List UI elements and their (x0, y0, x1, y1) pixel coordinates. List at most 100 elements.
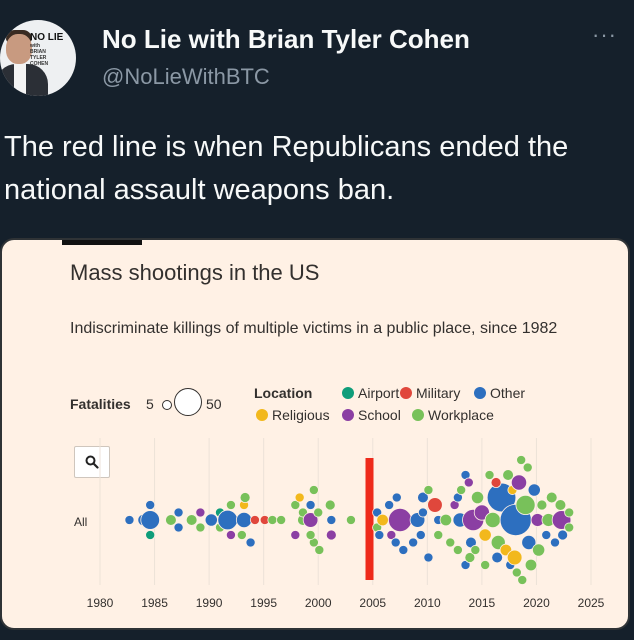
shooting-point-76[interactable] (470, 545, 481, 555)
shooting-point-80[interactable] (484, 470, 495, 480)
shooting-point-95[interactable] (517, 575, 528, 585)
shooting-point-103[interactable] (536, 499, 548, 511)
legend-airport[interactable]: Airport (342, 385, 399, 401)
shooting-point-21[interactable] (245, 537, 256, 548)
shooting-point-51[interactable] (398, 545, 409, 555)
shooting-point-40[interactable] (325, 529, 337, 541)
shooting-point-31[interactable] (302, 512, 319, 528)
shooting-point-52[interactable] (408, 537, 419, 548)
shooting-point-55[interactable] (415, 530, 426, 540)
shooting-point-66[interactable] (452, 545, 463, 555)
shooting-point-54[interactable] (417, 507, 428, 518)
assault-weapons-ban-red-line (365, 458, 374, 580)
shooting-point-85[interactable] (490, 477, 502, 488)
shooting-point-48[interactable] (388, 508, 413, 532)
shooting-point-35[interactable] (305, 530, 316, 540)
legend-workplace[interactable]: Workplace (412, 407, 494, 423)
shooting-point-106[interactable] (545, 491, 558, 504)
shooting-point-81[interactable] (484, 511, 501, 529)
shooting-point-93[interactable] (511, 567, 522, 578)
shooting-point-36[interactable] (314, 545, 325, 555)
shooting-point-37[interactable] (313, 507, 324, 518)
shooting-point-38[interactable] (324, 499, 336, 511)
shooting-point-27[interactable] (290, 530, 301, 540)
shooting-point-9[interactable] (195, 507, 206, 518)
shooting-point-0[interactable] (124, 515, 135, 525)
shooting-point-5[interactable] (165, 514, 177, 526)
x-tick-1995: 1995 (250, 596, 278, 610)
shooting-point-15[interactable] (225, 500, 236, 510)
shooting-point-20[interactable] (236, 530, 247, 540)
shooting-point-17[interactable] (235, 511, 253, 529)
shooting-point-102[interactable] (532, 543, 546, 557)
shooting-point-6[interactable] (173, 507, 184, 518)
shooting-point-59[interactable] (427, 497, 443, 513)
shooting-point-41[interactable] (345, 515, 356, 525)
shooting-point-111[interactable] (564, 507, 575, 518)
shooting-point-87[interactable] (502, 469, 514, 481)
shooting-point-84[interactable] (491, 551, 503, 564)
shooting-point-32[interactable] (308, 485, 319, 495)
shooting-point-14[interactable] (217, 509, 238, 531)
shooting-point-57[interactable] (423, 552, 434, 563)
legend-religious[interactable]: Religious (256, 407, 330, 423)
shooting-point-109[interactable] (554, 499, 567, 511)
shooting-point-22[interactable] (249, 515, 260, 525)
more-icon[interactable]: ··· (592, 22, 617, 47)
shooting-point-63[interactable] (445, 537, 456, 548)
shooting-point-49[interactable] (390, 537, 401, 548)
shooting-point-46[interactable] (384, 500, 395, 510)
shooting-point-44[interactable] (376, 513, 389, 527)
shooting-point-94[interactable] (516, 455, 527, 465)
legend-other[interactable]: Other (474, 385, 525, 401)
shooting-point-7[interactable] (173, 522, 184, 533)
shooting-point-112[interactable] (564, 522, 575, 533)
shooting-point-26[interactable] (290, 500, 301, 510)
shooting-point-110[interactable] (557, 529, 569, 541)
tweet-media-chart[interactable]: Mass shootings in the US Indiscriminate … (0, 238, 630, 630)
shooting-point-4[interactable] (145, 530, 156, 540)
shooting-point-19[interactable] (239, 492, 251, 503)
shooting-point-61[interactable] (433, 530, 444, 540)
shooting-point-71[interactable] (463, 477, 474, 488)
shooting-point-2[interactable] (140, 510, 160, 530)
shooting-point-100[interactable] (527, 483, 541, 497)
shooting-point-62[interactable] (439, 513, 453, 527)
shooting-point-11[interactable] (204, 513, 218, 527)
shooting-point-79[interactable] (480, 560, 491, 570)
shooting-point-3[interactable] (145, 500, 156, 510)
legend-military[interactable]: Military (400, 385, 460, 401)
shooting-point-75[interactable] (470, 490, 485, 505)
author-handle[interactable]: @NoLieWithBTC (102, 64, 270, 89)
chart-search-button[interactable] (74, 446, 110, 478)
x-tick-2010: 2010 (413, 596, 441, 610)
shooting-point-97[interactable] (521, 534, 537, 551)
shooting-point-8[interactable] (185, 514, 198, 526)
shooting-point-98[interactable] (522, 462, 533, 473)
shooting-point-24[interactable] (267, 515, 278, 525)
shooting-point-96[interactable] (515, 494, 536, 516)
shooting-point-16[interactable] (225, 530, 236, 540)
shooting-point-92[interactable] (510, 474, 528, 491)
avatar[interactable]: NO LIE with BRIAN TYLER COHEN (0, 20, 76, 96)
shooting-point-56[interactable] (417, 491, 429, 504)
shooting-point-91[interactable] (506, 549, 523, 566)
shooting-point-68[interactable] (456, 485, 467, 495)
shooting-point-39[interactable] (326, 515, 337, 525)
shooting-point-45[interactable] (374, 530, 385, 540)
shooting-point-50[interactable] (391, 492, 402, 503)
shooting-point-47[interactable] (386, 530, 397, 540)
shooting-point-34[interactable] (305, 500, 316, 510)
shooting-point-25[interactable] (276, 515, 287, 525)
shooting-point-58[interactable] (423, 485, 434, 495)
shooting-point-104[interactable] (541, 530, 552, 540)
shooting-point-10[interactable] (195, 522, 206, 533)
author-name[interactable]: No Lie with Brian Tyler Cohen (102, 24, 470, 54)
shooting-point-78[interactable] (478, 528, 492, 542)
shooting-point-107[interactable] (550, 537, 560, 548)
x-tick-1980: 1980 (86, 596, 114, 610)
shooting-point-28[interactable] (294, 492, 305, 503)
shooting-point-72[interactable] (464, 552, 476, 563)
legend-school[interactable]: School (342, 407, 401, 423)
shooting-point-99[interactable] (524, 558, 538, 572)
